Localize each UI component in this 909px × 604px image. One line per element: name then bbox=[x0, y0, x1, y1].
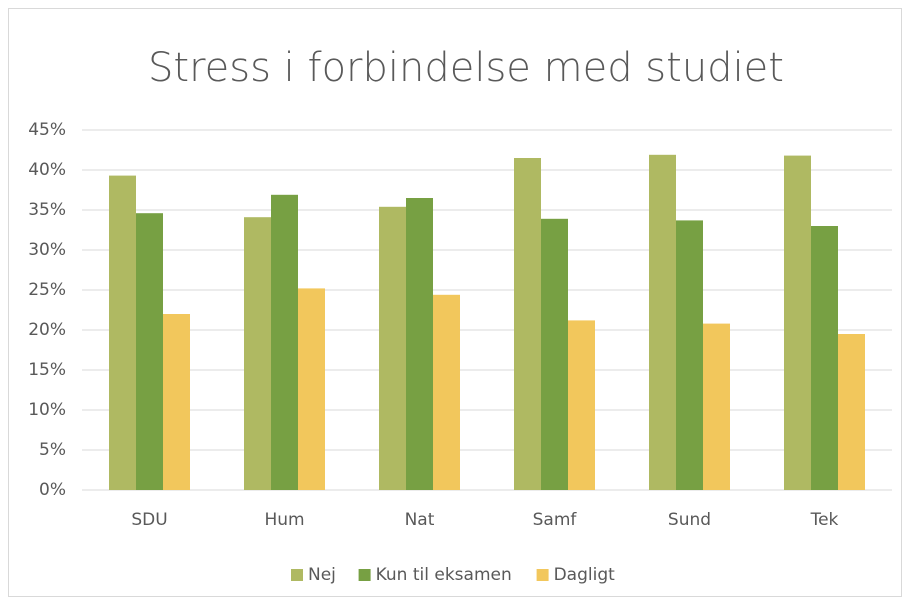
legend-label: Dagligt bbox=[554, 565, 616, 585]
y-tick-label: 0% bbox=[39, 480, 66, 500]
bar bbox=[514, 158, 541, 490]
bar bbox=[811, 226, 838, 490]
bar bbox=[271, 194, 298, 491]
y-tick-label: 20% bbox=[28, 320, 66, 340]
y-tick-label: 30% bbox=[28, 240, 66, 260]
y-tick-label: 25% bbox=[28, 280, 66, 300]
legend-label: Kun til eksamen bbox=[376, 565, 512, 585]
bar bbox=[379, 206, 406, 491]
bar bbox=[541, 218, 568, 491]
bar bbox=[136, 213, 163, 490]
bar bbox=[838, 334, 865, 490]
x-tick-label: SDU bbox=[131, 510, 167, 530]
legend-swatch bbox=[536, 569, 549, 581]
y-tick-label: 5% bbox=[39, 440, 66, 460]
bar bbox=[433, 294, 460, 490]
bar bbox=[244, 217, 271, 490]
legend-swatch bbox=[291, 569, 303, 581]
y-tick-label: 10% bbox=[28, 400, 66, 420]
x-tick-label: Sund bbox=[668, 510, 711, 530]
bar bbox=[703, 323, 730, 490]
legend-swatch bbox=[358, 569, 371, 581]
bar bbox=[163, 314, 190, 490]
x-tick-label: Tek bbox=[810, 510, 839, 530]
chart-title: Stress i forbindelse med studiet bbox=[148, 45, 784, 91]
bar bbox=[784, 155, 811, 490]
y-tick-label: 15% bbox=[28, 360, 66, 380]
bar bbox=[649, 154, 676, 491]
y-tick-label: 45% bbox=[28, 120, 66, 140]
bar bbox=[568, 320, 595, 490]
legend-label: Nej bbox=[308, 565, 336, 585]
x-tick-label: Samf bbox=[533, 510, 578, 530]
x-tick-label: Nat bbox=[405, 510, 435, 530]
bar bbox=[109, 175, 136, 490]
bar bbox=[298, 288, 325, 490]
bar bbox=[406, 198, 433, 490]
y-tick-label: 40% bbox=[28, 160, 66, 180]
x-tick-label: Hum bbox=[264, 510, 304, 530]
bar bbox=[676, 220, 703, 490]
y-tick-label: 35% bbox=[28, 200, 66, 220]
